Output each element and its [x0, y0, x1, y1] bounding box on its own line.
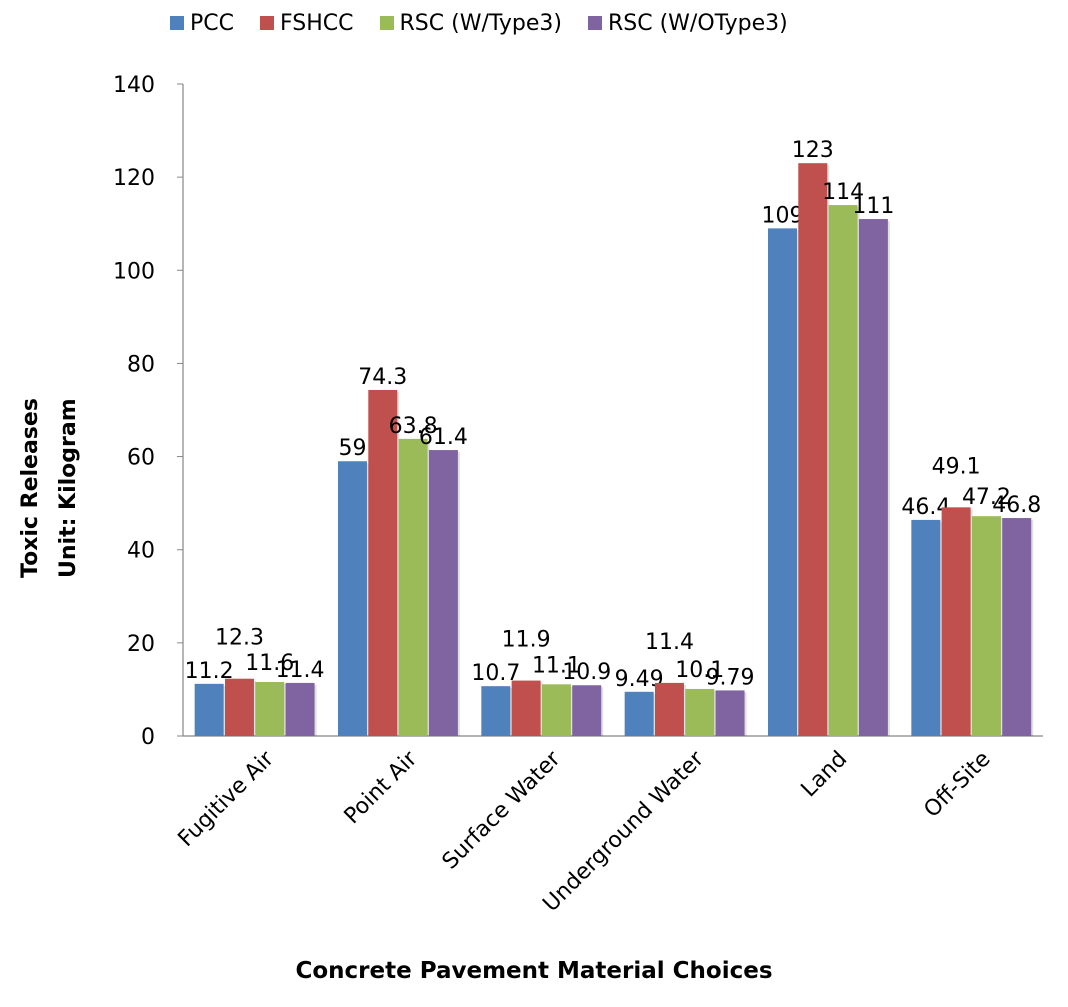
bar: [715, 690, 745, 736]
x-tick-label: Off-Site: [919, 747, 995, 823]
bar: [255, 681, 285, 736]
y-axis-title-line2: Unit: Kilogram: [56, 398, 81, 578]
x-tick-label: Land: [797, 747, 853, 803]
bar-shadow: [1000, 518, 1003, 736]
legend-item-2: RSC (W/Type3): [379, 10, 562, 36]
data-label: 63.8: [389, 414, 438, 439]
legend-item-3: RSC (W/OType3): [587, 10, 788, 36]
bar-shadow: [940, 521, 943, 736]
bar: [858, 219, 888, 737]
y-tick-label: 100: [113, 259, 155, 284]
bar-shadow: [653, 693, 656, 736]
bar: [481, 686, 511, 736]
y-tick-label: 40: [127, 539, 155, 564]
y-tick-label: 120: [113, 166, 155, 191]
bar: [624, 691, 654, 736]
data-label: 123: [792, 138, 834, 163]
legend-label: RSC (W/OType3): [607, 10, 788, 36]
data-label: 11.1: [532, 653, 581, 678]
bar-shadow: [797, 230, 799, 736]
bar: [194, 683, 224, 736]
bar-shadow: [744, 692, 747, 736]
y-tick-label: 60: [127, 446, 155, 471]
bar-shadow: [284, 683, 287, 736]
bar: [941, 507, 971, 736]
bar: [1002, 518, 1032, 736]
legend-label: RSC (W/Type3): [399, 10, 562, 36]
data-label: 10.9: [562, 660, 611, 685]
data-label: 9.79: [706, 665, 755, 690]
x-tick-label: Surface Water: [438, 746, 567, 875]
bar: [338, 461, 367, 736]
bar-shadow: [857, 207, 860, 737]
bar-shadow: [427, 440, 430, 736]
bar: [368, 389, 398, 736]
bar: [511, 680, 541, 736]
y-tick-label: 140: [113, 73, 155, 98]
bar-shadow: [510, 688, 513, 736]
x-tick-label: Point Air: [340, 746, 423, 829]
x-axis-title: Concrete Pavement Material Choices: [295, 958, 773, 984]
legend-swatch: [587, 16, 602, 30]
bar-shadow: [570, 686, 573, 736]
bar-shadow: [683, 684, 686, 736]
data-label: 61.4: [419, 425, 468, 450]
data-label: 10.1: [675, 658, 724, 683]
data-label: 11.6: [245, 651, 294, 676]
bar-shadow: [970, 509, 973, 736]
data-label: 46.8: [992, 493, 1041, 518]
legend-swatch: [260, 16, 274, 30]
bar-shadow: [601, 687, 604, 736]
data-label: 114: [822, 180, 864, 205]
bar: [798, 163, 828, 736]
bar: [768, 228, 797, 736]
bar-shadow: [397, 391, 400, 736]
bar: [654, 682, 684, 736]
bar: [285, 682, 315, 736]
y-tick-label: 0: [141, 725, 155, 750]
bar: [541, 684, 571, 736]
data-label: 11.9: [502, 628, 551, 653]
data-label: 49.1: [932, 454, 981, 479]
bar-shadow: [714, 690, 717, 736]
x-tick-label: Underground Water: [538, 746, 709, 917]
bar-shadow: [223, 685, 226, 736]
x-tick-label: Fugitive Air: [174, 746, 280, 852]
bar-shadow: [367, 463, 369, 736]
y-tick-label: 80: [127, 352, 155, 377]
bar: [685, 688, 715, 736]
data-label: 74.3: [358, 365, 407, 390]
data-label: 12.3: [215, 626, 264, 651]
bar: [398, 438, 428, 736]
data-label: 111: [852, 194, 894, 219]
bar: [911, 519, 941, 736]
legend-swatch: [170, 16, 184, 30]
bar: [428, 450, 458, 736]
bar-shadow: [1031, 520, 1034, 736]
data-label: 109: [762, 203, 804, 228]
legend-item-1: FSHCC: [260, 11, 354, 36]
bar-shadow: [540, 682, 543, 736]
bar-shadow: [827, 165, 830, 736]
bar: [572, 685, 602, 736]
legend-label: PCC: [190, 10, 234, 36]
bar-shadow: [457, 452, 460, 736]
data-label: 47.2: [962, 485, 1011, 510]
data-label: 59: [339, 436, 367, 461]
legend: PCC FSHCC RSC (W/Type3) RSC (W/OType3): [170, 8, 788, 38]
data-label: 11.4: [276, 658, 325, 683]
y-tick-label: 20: [127, 632, 155, 657]
bar-shadow: [887, 221, 890, 737]
legend-swatch: [379, 16, 394, 30]
legend-item-0: PCC: [170, 11, 234, 36]
bar: [828, 205, 858, 737]
bar: [224, 678, 254, 736]
bar-shadow: [314, 684, 317, 736]
y-axis-title-line1: Toxic Releases: [18, 398, 43, 578]
legend-label: FSHCC: [280, 10, 354, 36]
data-label: 11.4: [645, 630, 694, 655]
bar-shadow: [253, 680, 256, 736]
bar: [971, 516, 1001, 736]
